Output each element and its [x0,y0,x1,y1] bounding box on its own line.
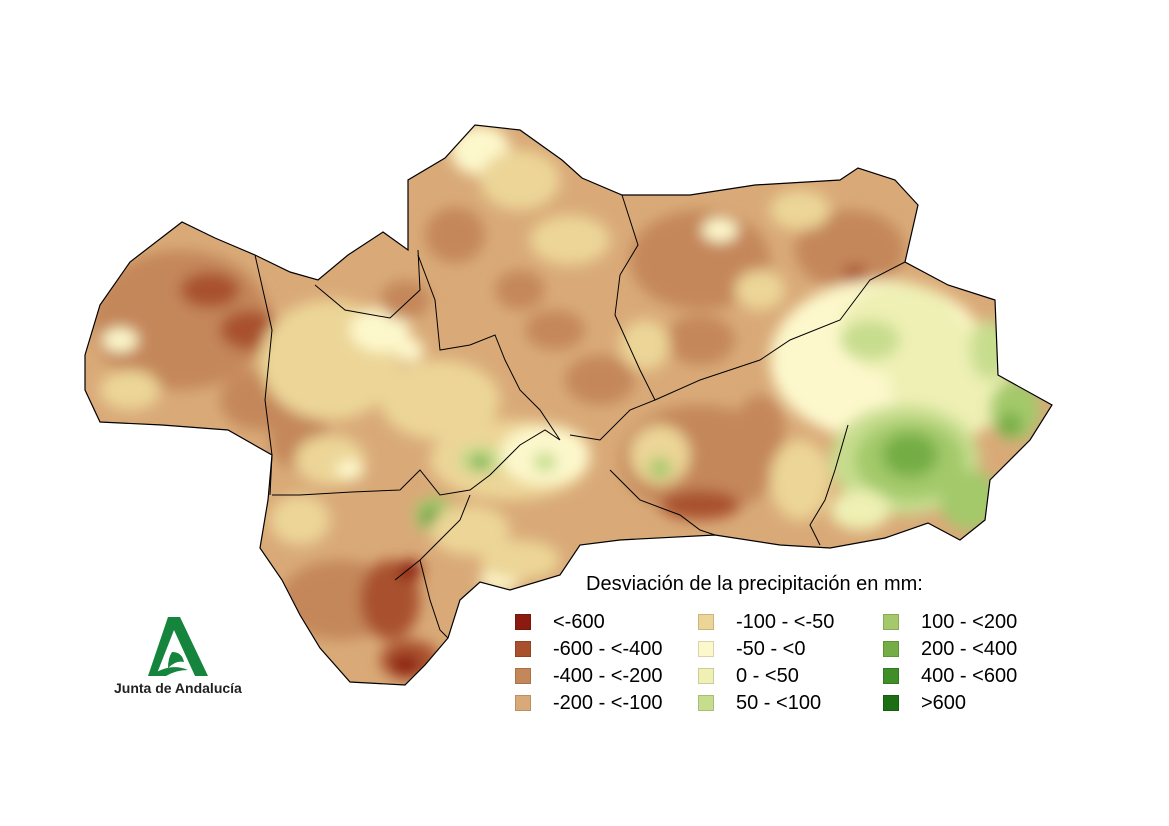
legend-swatch [883,641,899,657]
legend-item: -600 - <-400 [515,636,663,662]
legend-item: 400 - <600 [883,663,1017,689]
legend-label: 200 - <400 [921,637,1018,660]
legend-label: -600 - <-400 [553,637,663,660]
legend-swatch [515,641,531,657]
legend-item: 50 - <100 [698,690,821,716]
legend-swatch [883,695,899,711]
legend-label: 100 - <200 [921,610,1018,633]
legend-label: -50 - <0 [736,637,806,660]
legend-item: >600 [883,690,966,716]
legend-label: -400 - <-200 [553,664,663,687]
legend-item: 100 - <200 [883,609,1017,635]
legend-label: 0 - <50 [736,664,799,687]
legend-item: -100 - <-50 [698,609,834,635]
legend-item: -400 - <-200 [515,663,663,689]
legend-item: -50 - <0 [698,636,805,662]
legend-swatch [515,695,531,711]
legend-label: -100 - <-50 [736,610,835,633]
legend-swatch [883,668,899,684]
legend-label: >600 [921,691,967,714]
legend-title: Desviación de la precipitación en mm: [586,573,923,595]
legend-item: 200 - <400 [883,636,1017,662]
legend-item: 0 - <50 [698,663,799,689]
legend-swatch [883,614,899,630]
legend-swatch [515,668,531,684]
legend-label: <-600 [553,610,605,633]
legend-item: <-600 [515,609,605,635]
legend-label: 50 - <100 [736,691,822,714]
legend-label: 400 - <600 [921,664,1018,687]
legend-item: -200 - <-100 [515,690,663,716]
province-boundaries [254,194,906,639]
logo-text: Junta de Andalucía [114,680,242,696]
junta-de-andalucia-logo [148,617,208,676]
legend-swatch [698,668,714,684]
legend-swatch [698,614,714,630]
legend-swatch [698,695,714,711]
legend-swatch [698,641,714,657]
legend-swatch [515,614,531,630]
map-fill [85,125,1052,685]
legend-label: -200 - <-100 [553,691,663,714]
